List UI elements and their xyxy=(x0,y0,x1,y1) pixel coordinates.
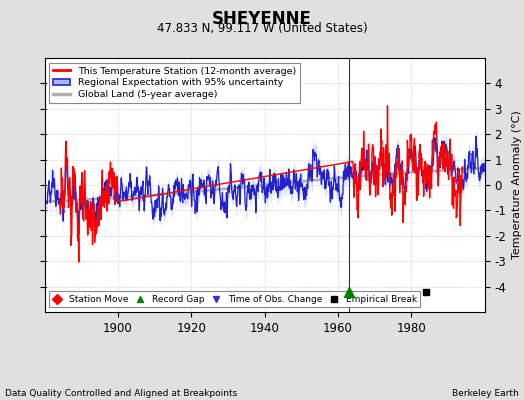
Text: Berkeley Earth: Berkeley Earth xyxy=(452,389,519,398)
Text: Data Quality Controlled and Aligned at Breakpoints: Data Quality Controlled and Aligned at B… xyxy=(5,389,237,398)
Legend: Station Move, Record Gap, Time of Obs. Change, Empirical Break: Station Move, Record Gap, Time of Obs. C… xyxy=(49,291,420,308)
Text: 47.833 N, 99.117 W (United States): 47.833 N, 99.117 W (United States) xyxy=(157,22,367,35)
Text: SHEYENNE: SHEYENNE xyxy=(212,10,312,28)
Y-axis label: Temperature Anomaly (°C): Temperature Anomaly (°C) xyxy=(512,111,522,259)
